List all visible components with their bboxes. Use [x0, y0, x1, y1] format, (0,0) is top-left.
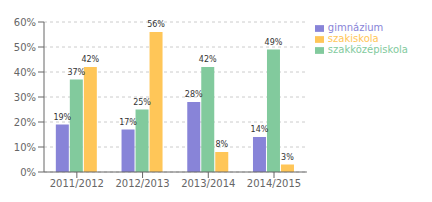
svg-text:25%: 25%: [133, 98, 151, 107]
svg-text:20%: 20%: [14, 117, 36, 128]
html-text:gimnázium: gimnázium: [327, 22, 384, 33]
svg-text:2011/2012: 2011/2012: [50, 178, 104, 189]
svg-text:60%: 60%: [14, 17, 36, 28]
svg-text:40%: 40%: [14, 67, 36, 78]
svg-text:17%: 17%: [119, 118, 137, 127]
svg-text:37%: 37%: [67, 68, 85, 77]
svg-text:56%: 56%: [147, 20, 165, 29]
svg-text:28%: 28%: [185, 90, 203, 99]
svg-text:3%: 3%: [281, 153, 294, 162]
svg-text:30%: 30%: [14, 92, 36, 103]
svg-text:50%: 50%: [14, 42, 36, 53]
svg-text:19%: 19%: [53, 113, 71, 122]
svg-text:42%: 42%: [81, 55, 99, 64]
svg-text:10%: 10%: [14, 142, 36, 153]
svg-text:0%: 0%: [20, 167, 36, 178]
html-text:szakközépiskola: szakközépiskola: [327, 44, 408, 55]
svg-text:2012/2013: 2012/2013: [115, 178, 169, 189]
html-text:szakiskola: szakiskola: [327, 33, 379, 44]
svg-text:8%: 8%: [215, 140, 228, 149]
svg-text:49%: 49%: [265, 38, 283, 47]
svg-text:2013/2014: 2013/2014: [181, 178, 235, 189]
svg-text:2014/2015: 2014/2015: [247, 178, 301, 189]
svg-text:42%: 42%: [199, 55, 217, 64]
svg-text:14%: 14%: [251, 125, 269, 134]
